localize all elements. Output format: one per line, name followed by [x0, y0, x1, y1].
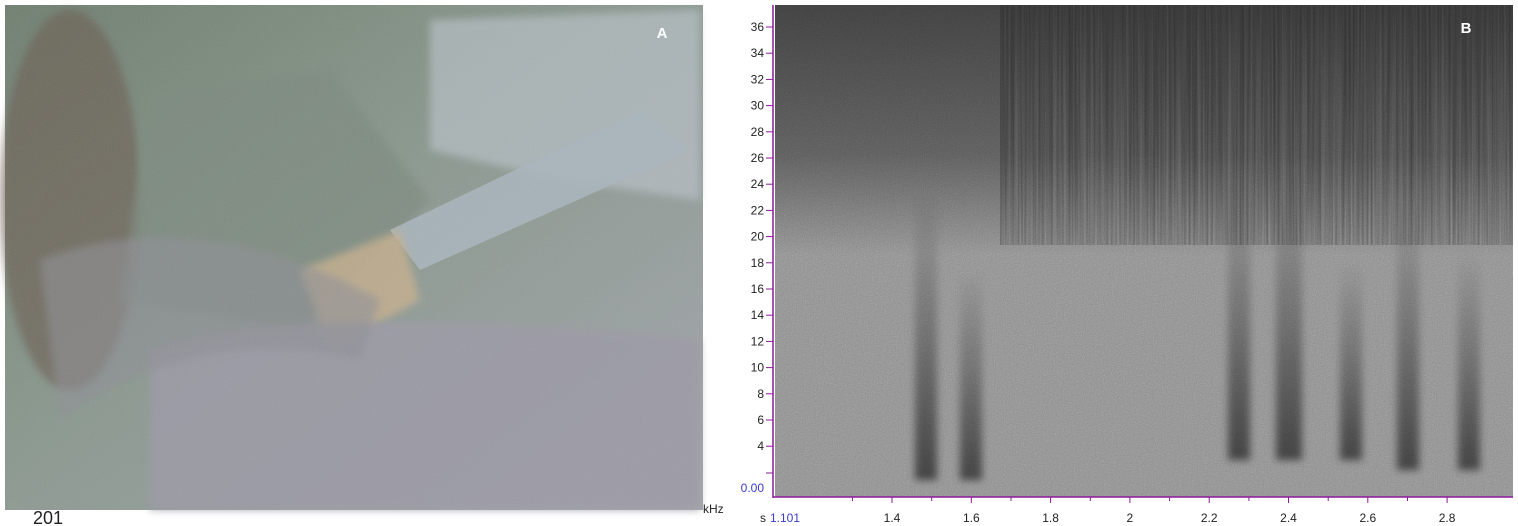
y-tick-label: 24: [751, 177, 765, 191]
x-origin: 1.101: [770, 511, 800, 525]
y-tick-label: 14: [751, 308, 765, 322]
y-tick-label: 10: [751, 361, 765, 375]
x-tick-label: 1.8: [1042, 511, 1059, 525]
y-tick-label: 32: [751, 72, 765, 86]
x-tick-label: 2.4: [1280, 511, 1297, 525]
y-tick-label: 16: [751, 282, 765, 296]
x-tick-label: 1.4: [884, 511, 901, 525]
y-tick-label: 8: [757, 387, 764, 401]
x-unit: s: [760, 511, 766, 525]
y-unit: kHz: [703, 502, 724, 516]
y-tick-label: 18: [751, 256, 765, 270]
page-number: 201: [33, 508, 63, 526]
panel-label: A: [657, 25, 668, 42]
y-ticks: 36 34 32 30 28 26 24 22 20 18 16 14 12 10 8 6 4: [751, 20, 773, 473]
y-tick-label: 20: [751, 230, 765, 244]
figure: A B kHz 0.00 s 1.101 3634323028262422201…: [0, 0, 1518, 526]
photo-panel: A: [0, 5, 703, 510]
y-tick-label: 12: [751, 334, 765, 348]
y-tick-label: 4: [757, 439, 764, 453]
y-tick-label: 6: [757, 413, 764, 427]
y-tick-label: 22: [751, 203, 765, 217]
x-tick-label: 2.6: [1359, 511, 1376, 525]
panel-label: B: [1461, 20, 1472, 37]
y-tick-label: 30: [751, 99, 765, 113]
x-ticks: 1.4 1.6 1.8 2 2.2 2.4 2.6 2.8: [852, 497, 1455, 525]
y-origin: 0.00: [741, 481, 765, 495]
y-tick-label: 34: [751, 46, 765, 60]
y-tick-label: 36: [751, 20, 765, 34]
page: {"figure": { "panel_a": {"label": "A"}, …: [0, 0, 1518, 526]
spectrogram-panel: B kHz 0.00 s 1.101 363432302826242220181…: [703, 5, 1513, 525]
y-tick-label: 26: [751, 151, 765, 165]
x-tick-label: 2: [1127, 511, 1134, 525]
x-tick-label: 1.6: [963, 511, 980, 525]
x-tick-label: 2.2: [1201, 511, 1218, 525]
x-tick-label: 2.8: [1439, 511, 1456, 525]
y-tick-label: 28: [751, 125, 765, 139]
